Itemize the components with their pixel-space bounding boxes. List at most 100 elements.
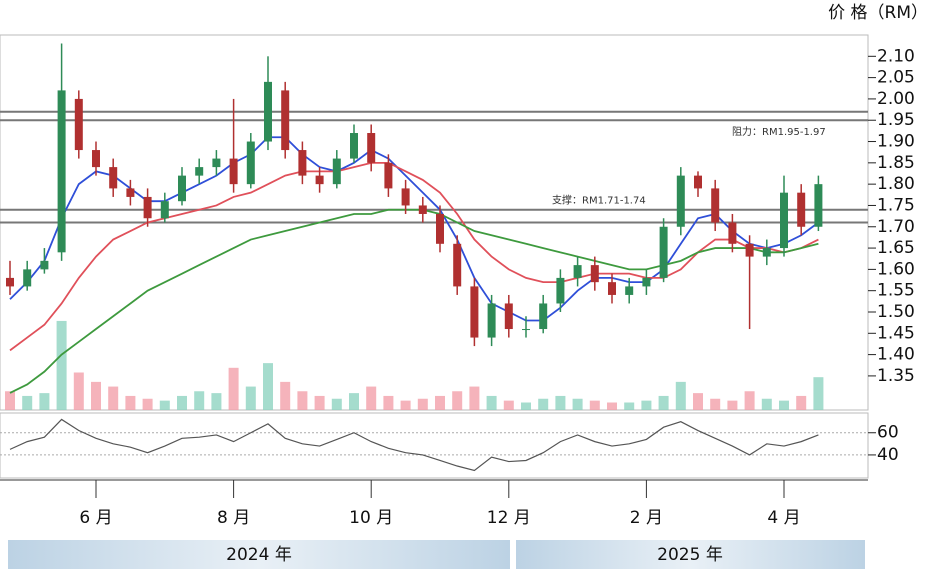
volume-bar [538,398,549,410]
year-band [8,540,510,569]
y-tick-label: 1.85 [877,153,915,173]
volume-bar [761,398,772,410]
candle-body [539,303,548,330]
volume-bar [108,386,119,410]
volume-bar [452,391,463,410]
volume-bar [435,395,445,410]
candle-body [246,141,255,185]
candle-body [40,260,49,270]
volume-bar [589,400,600,410]
candle-body [401,188,410,206]
candle-body [453,243,462,287]
candle-body [23,269,32,287]
volume-bar [5,391,15,410]
candle-body [74,98,83,151]
y-tick-label: 1.35 [877,366,915,386]
candle-body [315,175,324,185]
candle-body [126,188,135,197]
candle-body [745,243,754,257]
candle-body [264,81,272,142]
y-tick-label: 1.45 [877,323,915,343]
volume-bar [641,400,652,410]
y-tick-label: 2.10 [877,46,915,66]
candle-body [573,265,582,278]
volume-bar [39,393,50,410]
candle-body [178,175,186,202]
y-tick-label: 1.80 [877,174,915,194]
candle-body [212,158,221,168]
candle-body [350,133,358,159]
volume-bar [521,402,531,410]
volume-bar [503,400,514,410]
candle-body [418,205,427,214]
year-label: 2024 年 [226,545,292,565]
volume-bar [607,402,617,410]
candle-body [676,175,685,227]
moving-average [9,161,819,352]
candle-body [470,286,479,338]
volume-bar [693,393,703,410]
candle-body [384,162,393,189]
candle-body [281,90,290,151]
candle-body [229,158,238,185]
candle-body [711,188,720,223]
candle-body [195,167,204,176]
volume-bar [142,398,153,410]
volume-bar [349,393,359,410]
candle-body [487,303,496,338]
y-tick-label: 2.00 [877,89,915,109]
volume-bar [624,402,635,410]
annotation: 阻力：RM1.95-1.97 [732,125,826,138]
candle-body [590,265,599,283]
x-tick-label: 4 月 [767,508,800,528]
candle-body [367,133,376,163]
volume-bar [125,395,136,410]
volume-bar [417,398,428,410]
annotation: 支撑：RM1.71-1.74 [552,194,646,207]
candle-body [762,248,771,257]
candle-body [608,282,616,295]
volume-bar [727,400,738,410]
volume-bar [813,377,824,410]
volume-bar [710,398,721,410]
y-tick-label: 1.40 [877,345,915,365]
y-tick-label: 1.65 [877,238,915,258]
volume-bar [400,400,411,410]
x-tick-label: 10 月 [349,508,393,528]
volume-bar [555,395,566,410]
volume-bar [245,386,256,410]
x-tick-label: 8 月 [217,508,250,528]
candle-body [160,201,169,219]
volume-bar [366,386,377,410]
volume-bar [211,393,222,410]
volume-bar [228,367,239,410]
y-tick-label: 1.55 [877,281,915,301]
candle-body [504,303,513,330]
y-tick-label: 40 [877,445,899,465]
y-tick-label: 1.60 [877,259,915,279]
candle-body [92,150,100,168]
volume-bar [469,386,480,410]
rsi-panel [0,412,869,479]
candle-body [298,150,307,176]
year-label: 2025 年 [657,545,723,565]
x-tick-label: 12 月 [487,508,531,528]
volume-bar [280,381,291,410]
candle-body [814,184,823,227]
y-tick-label: 1.70 [877,217,915,237]
volume-bar [314,395,325,410]
candle-body [332,158,341,185]
volume-bar [572,398,583,410]
volume-bar [796,395,807,410]
volume-bar [73,372,84,410]
volume-bar [331,398,342,410]
rsi-line [9,418,819,472]
moving-average [9,208,819,394]
candle-body [659,226,668,278]
volume-bar [744,391,755,410]
volume-bar [194,391,205,410]
volume-bar [297,391,308,410]
candle-body [143,196,152,219]
y-tick-label: 2.05 [877,68,915,88]
